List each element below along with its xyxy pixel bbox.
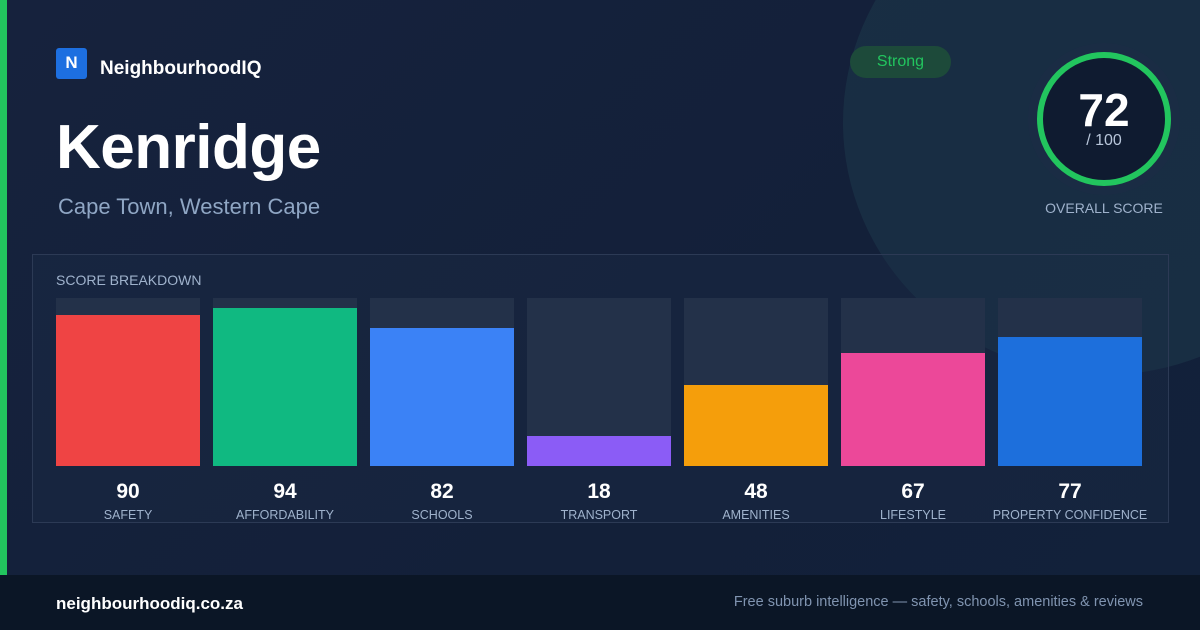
bar-label-amenities: AMENITIES <box>722 508 790 522</box>
bar-label-safety: SAFETY <box>103 508 153 522</box>
footer-tagline: Free suburb intelligence — safety, schoo… <box>733 594 1143 610</box>
bar-track-safety <box>56 298 200 466</box>
overall-score-label: OVERALL SCORE <box>1045 200 1163 216</box>
overall-score-value: 72 <box>1078 84 1130 136</box>
bar-value-property-confidence: 77 <box>1058 480 1082 503</box>
bar-track-amenities <box>684 298 828 466</box>
footer-url: neighbourhoodiq.co.za <box>56 594 243 613</box>
bar-schools <box>370 328 514 466</box>
bar-column-lifestyle: 67 LIFESTYLE <box>841 298 985 523</box>
bar-track-schools <box>370 298 514 466</box>
overall-score-ring <box>1028 43 1180 195</box>
score-ring-progress <box>1037 52 1171 186</box>
bar-label-property-confidence: PROPERTY CONFIDENCE <box>992 508 1148 522</box>
bar-value-schools: 82 <box>430 480 454 503</box>
accent-bar <box>0 0 7 575</box>
score-ring-inner <box>1040 55 1168 183</box>
page-title: Kenridge <box>56 113 321 182</box>
bar-value-amenities: 48 <box>744 480 768 503</box>
bar-value-safety: 90 <box>116 480 140 503</box>
footer <box>0 575 1200 630</box>
brand-logo-icon: N <box>56 47 87 79</box>
score-breakdown-title: SCORE BREAKDOWN <box>56 272 202 288</box>
bar-affordability <box>213 308 357 466</box>
bar-column-amenities: 48 AMENITIES <box>684 298 828 523</box>
bar-safety <box>56 314 200 466</box>
bar-transport <box>527 435 671 466</box>
overall-score-max: / 100 <box>1086 132 1122 149</box>
location-subtitle: Cape Town, Western Cape <box>58 194 321 219</box>
bar-label-lifestyle: LIFESTYLE <box>880 508 946 522</box>
bar-track-property-confidence <box>998 298 1142 466</box>
bar-value-affordability: 94 <box>273 480 297 503</box>
bar-column-schools: 82 SCHOOLS <box>370 298 514 523</box>
bar-column-property-confidence: 77 PROPERTY CONFIDENCE <box>993 298 1147 523</box>
bar-column-safety: 90 SAFETY <box>56 298 200 523</box>
bar-label-transport: TRANSPORT <box>560 508 638 522</box>
bar-label-affordability: AFFORDABILITY <box>236 508 334 522</box>
bar-value-lifestyle: 67 <box>901 480 925 503</box>
status-badge: Strong <box>850 46 951 78</box>
bar-amenities <box>684 385 828 466</box>
bar-column-affordability: 94 AFFORDABILITY <box>213 298 357 523</box>
bar-column-transport: 18 TRANSPORT <box>527 298 671 523</box>
brand-name: NeighbourhoodIQ <box>100 58 262 79</box>
brand: N NeighbourhoodIQ <box>56 46 261 80</box>
bar-label-schools: SCHOOLS <box>411 508 473 522</box>
bar-lifestyle <box>841 353 985 466</box>
score-breakdown-chart: 90 SAFETY 94 AFFORDABILITY 82 SCHOOLS 18 TRANSP… <box>56 298 1147 523</box>
bar-track-affordability <box>213 298 357 466</box>
bar-property-confidence <box>998 336 1142 466</box>
bar-track-transport <box>527 298 671 466</box>
bar-value-transport: 18 <box>587 480 611 503</box>
bar-track-lifestyle <box>841 298 985 466</box>
